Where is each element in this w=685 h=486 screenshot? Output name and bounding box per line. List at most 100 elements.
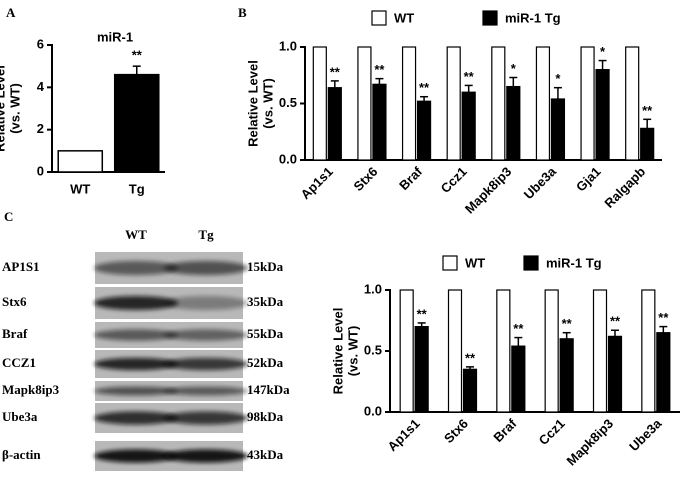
legend-swatch — [482, 10, 498, 26]
bar — [113, 73, 160, 173]
size-label: 52kDa — [247, 355, 284, 370]
legend-label: miR-1 Tg — [505, 10, 561, 25]
protein-label: CCZ1 — [2, 355, 36, 370]
blot-band — [164, 411, 248, 425]
blot-band — [164, 386, 248, 396]
significance: ** — [642, 103, 653, 118]
protein-label: Braf — [2, 326, 28, 341]
blot-band — [94, 449, 178, 463]
y-axis-label: (vs. WT) — [345, 326, 360, 377]
bar — [372, 83, 387, 161]
bar — [535, 46, 551, 161]
x-tick-label: Stx6 — [441, 416, 471, 446]
significance: ** — [465, 350, 476, 365]
protein-label: β-actin — [2, 447, 41, 462]
blot-band — [164, 295, 248, 311]
size-label: 98kDa — [247, 409, 284, 424]
x-tick-label: Braf — [396, 163, 425, 192]
bar — [640, 127, 655, 161]
bar — [416, 100, 432, 161]
significance: ** — [374, 62, 385, 77]
size-label: 147kDa — [247, 382, 290, 397]
y-tick-label: 0.0 — [364, 403, 382, 418]
legend-label: WT — [465, 255, 485, 270]
significance: * — [555, 71, 561, 86]
y-tick-label: 1.0 — [279, 38, 297, 53]
bar — [559, 338, 574, 413]
bar — [496, 289, 511, 413]
bar — [550, 98, 566, 161]
legend-label: WT — [394, 10, 414, 25]
bar — [357, 46, 372, 161]
bar — [641, 289, 656, 413]
significance: ** — [464, 69, 475, 84]
bar — [312, 46, 327, 161]
bar — [327, 87, 342, 161]
bar — [399, 289, 414, 413]
significance: ** — [610, 314, 621, 329]
panel-label: A — [6, 5, 16, 20]
bar — [625, 46, 640, 161]
blot-band — [164, 357, 248, 371]
bar — [511, 345, 526, 413]
bar — [656, 332, 671, 413]
significance: ** — [330, 64, 341, 79]
blot-band — [94, 260, 178, 276]
x-tick-label: Ube3a — [626, 415, 665, 454]
y-tick-label: 0.5 — [364, 342, 382, 357]
bar — [462, 368, 478, 413]
blot-band — [164, 260, 248, 276]
x-tick-label: Ralgapb — [601, 164, 648, 211]
x-tick-label: Ube3a — [521, 163, 560, 202]
blot-band — [94, 357, 178, 371]
size-label: 35kDa — [247, 294, 284, 309]
size-label: 43kDa — [247, 447, 284, 462]
x-tick-label: Ccz1 — [438, 164, 470, 196]
bar — [414, 326, 429, 413]
bar — [447, 289, 463, 413]
x-tick-label: Gja1 — [573, 164, 604, 195]
x-tick-label: WT — [70, 181, 90, 196]
significance: * — [600, 44, 606, 59]
bar — [57, 150, 104, 173]
x-tick-label: Stx6 — [350, 164, 380, 194]
significance: ** — [417, 306, 428, 321]
significance: ** — [562, 316, 573, 331]
panel-label: B — [238, 5, 247, 20]
y-tick-label: 0.5 — [279, 95, 297, 110]
blot-band — [94, 411, 178, 425]
x-tick-label: Ccz1 — [536, 416, 568, 448]
bar — [580, 46, 595, 161]
y-axis-label: Relative Level — [245, 60, 260, 147]
x-tick-label: Braf — [490, 415, 519, 444]
x-tick-label: Tg — [129, 181, 145, 196]
x-tick-label: Mapk8ip3 — [462, 164, 515, 217]
bar — [491, 46, 506, 161]
y-tick-label: 2 — [37, 121, 44, 136]
legend-swatch — [523, 255, 539, 271]
blot-band — [164, 329, 248, 341]
bar — [461, 91, 476, 161]
y-axis-label: Relative Level — [330, 308, 345, 395]
protein-label: Stx6 — [2, 294, 27, 309]
size-label: 15kDa — [247, 259, 284, 274]
x-tick-label: Ap1s1 — [298, 164, 336, 202]
protein-label: Mapk8ip3 — [2, 382, 60, 397]
y-tick-label: 6 — [37, 36, 44, 51]
bar — [592, 289, 608, 413]
blot-band — [94, 329, 178, 341]
bar — [446, 46, 461, 161]
x-tick-label: Ap1s1 — [385, 416, 423, 454]
protein-label: Ube3a — [2, 409, 38, 424]
blot-band — [164, 449, 248, 463]
y-tick-label: 1.0 — [364, 281, 382, 296]
panel-label: C — [4, 209, 13, 224]
blot-column-label: WT — [125, 227, 147, 242]
y-axis-label: (vs. WT) — [260, 78, 275, 129]
legend-label: miR-1 Tg — [546, 255, 602, 270]
y-tick-label: 0 — [37, 163, 44, 178]
protein-label: AP1S1 — [2, 259, 40, 274]
significance: ** — [658, 310, 669, 325]
y-tick-label: 0.0 — [279, 151, 297, 166]
